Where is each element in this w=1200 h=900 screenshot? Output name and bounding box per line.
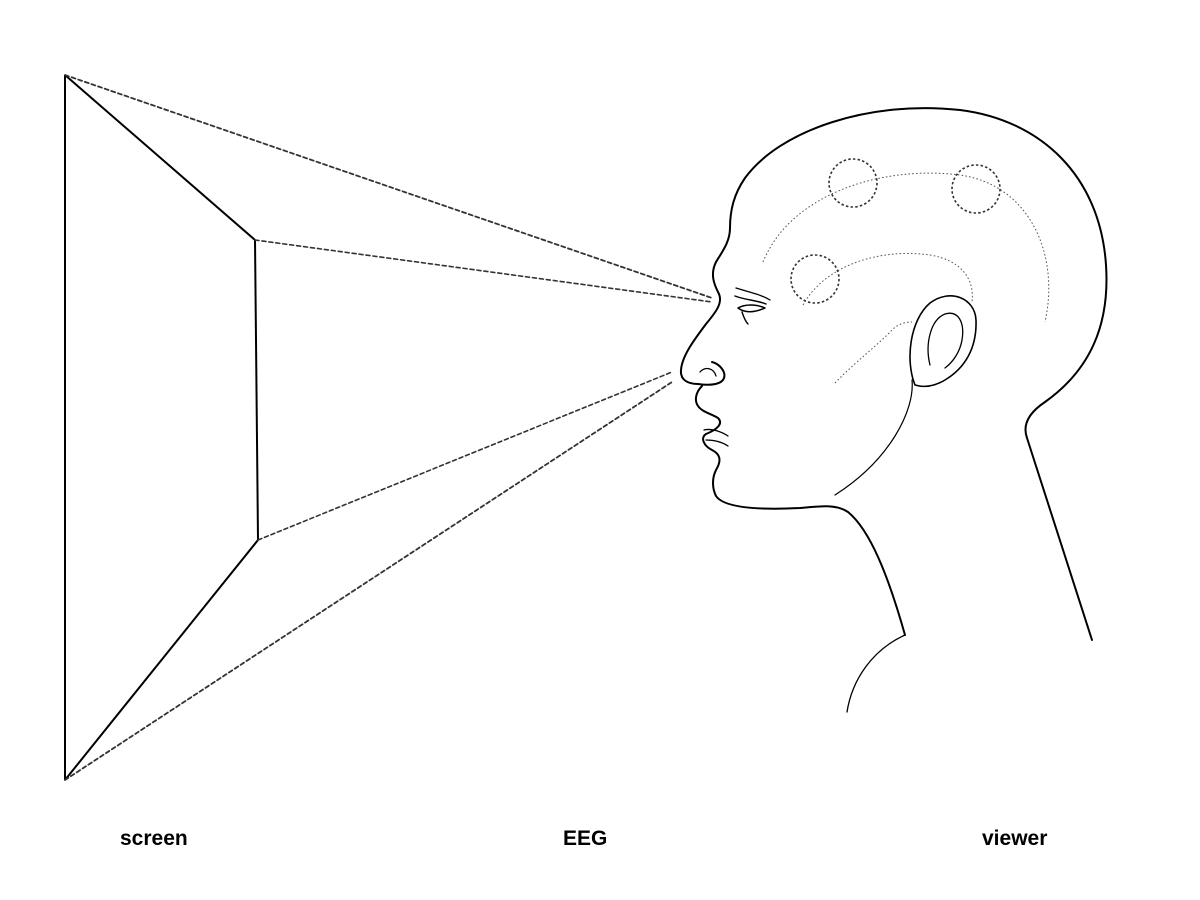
- viewer-head: [679, 107, 1108, 713]
- screen-shape: [64, 74, 259, 781]
- screen-front-edge: [254, 239, 259, 541]
- brow: [735, 287, 771, 301]
- brain-contour-inner: [802, 252, 973, 306]
- sight-line-bottom-front: [257, 371, 673, 541]
- screen-bottom-edge: [64, 539, 259, 781]
- sight-line-top-front: [254, 239, 713, 303]
- brain-contour-outer: [762, 172, 1050, 323]
- screen-label: screen: [120, 827, 188, 850]
- brain-contours: [762, 172, 1050, 384]
- nostril: [699, 367, 717, 377]
- sight-line-top-back: [64, 74, 713, 299]
- eye-lash-line: [734, 295, 767, 325]
- ear-inner: [927, 312, 964, 369]
- sight-lines: [64, 74, 713, 781]
- lip-line: [703, 428, 729, 447]
- eeg-electrodes: [790, 158, 1001, 304]
- sight-line-bottom-back: [64, 381, 673, 781]
- face-and-skull-outline: [679, 107, 1108, 641]
- viewer-label: viewer: [982, 827, 1048, 850]
- jaw-line: [834, 379, 913, 496]
- eeg-label: EEG: [563, 827, 608, 850]
- eeg-electrode: [828, 158, 878, 208]
- ear: [909, 295, 977, 388]
- eeg-electrode: [790, 254, 840, 304]
- screen-top-edge: [64, 74, 256, 241]
- neck-front-curve: [846, 634, 906, 713]
- eeg-electrode: [951, 164, 1001, 214]
- eye: [737, 304, 766, 313]
- brain-contour-lower: [834, 321, 913, 384]
